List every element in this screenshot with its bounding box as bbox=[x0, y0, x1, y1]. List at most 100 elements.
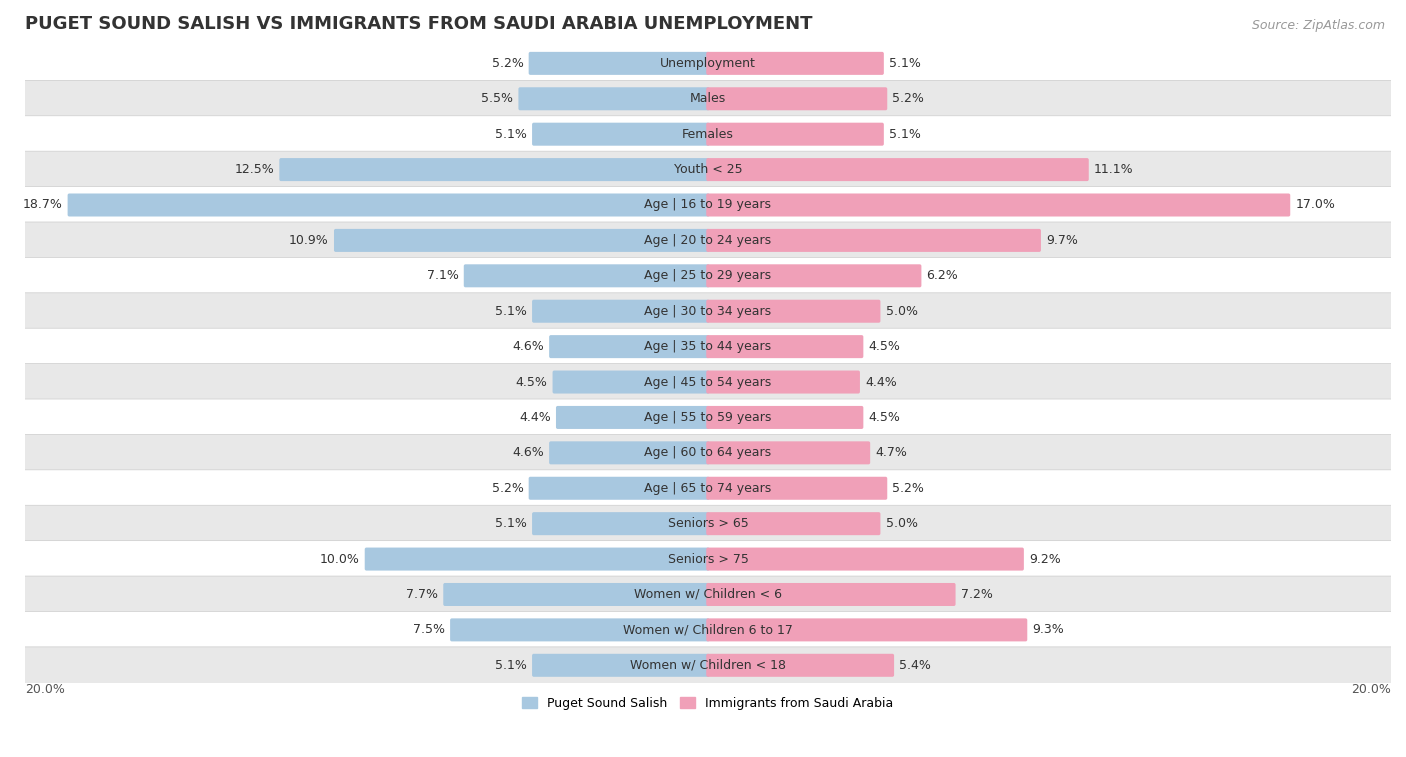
Text: 4.4%: 4.4% bbox=[865, 375, 897, 388]
Text: 4.5%: 4.5% bbox=[869, 340, 900, 353]
Text: Age | 60 to 64 years: Age | 60 to 64 years bbox=[644, 447, 772, 459]
FancyBboxPatch shape bbox=[24, 186, 1392, 223]
Text: 20.0%: 20.0% bbox=[25, 683, 65, 696]
FancyBboxPatch shape bbox=[706, 512, 880, 535]
FancyBboxPatch shape bbox=[706, 158, 1088, 181]
Text: 5.1%: 5.1% bbox=[495, 517, 527, 530]
Text: 10.9%: 10.9% bbox=[290, 234, 329, 247]
FancyBboxPatch shape bbox=[706, 477, 887, 500]
FancyBboxPatch shape bbox=[531, 654, 710, 677]
Text: 5.1%: 5.1% bbox=[495, 128, 527, 141]
FancyBboxPatch shape bbox=[555, 406, 710, 429]
Text: Age | 25 to 29 years: Age | 25 to 29 years bbox=[644, 269, 772, 282]
Text: Age | 35 to 44 years: Age | 35 to 44 years bbox=[644, 340, 772, 353]
Text: 5.0%: 5.0% bbox=[886, 517, 918, 530]
FancyBboxPatch shape bbox=[24, 435, 1392, 472]
Text: 5.5%: 5.5% bbox=[481, 92, 513, 105]
FancyBboxPatch shape bbox=[280, 158, 710, 181]
Text: 5.1%: 5.1% bbox=[889, 57, 921, 70]
FancyBboxPatch shape bbox=[706, 123, 884, 145]
FancyBboxPatch shape bbox=[443, 583, 710, 606]
FancyBboxPatch shape bbox=[24, 576, 1392, 613]
Text: 4.6%: 4.6% bbox=[512, 340, 544, 353]
Text: Seniors > 65: Seniors > 65 bbox=[668, 517, 748, 530]
Text: 7.1%: 7.1% bbox=[427, 269, 458, 282]
Text: 5.1%: 5.1% bbox=[889, 128, 921, 141]
Text: 5.2%: 5.2% bbox=[893, 481, 924, 495]
Text: 4.7%: 4.7% bbox=[876, 447, 907, 459]
Text: Age | 45 to 54 years: Age | 45 to 54 years bbox=[644, 375, 772, 388]
FancyBboxPatch shape bbox=[706, 441, 870, 464]
Text: Unemployment: Unemployment bbox=[659, 57, 756, 70]
FancyBboxPatch shape bbox=[706, 547, 1024, 571]
FancyBboxPatch shape bbox=[706, 583, 956, 606]
Text: Age | 16 to 19 years: Age | 16 to 19 years bbox=[644, 198, 772, 211]
FancyBboxPatch shape bbox=[24, 363, 1392, 400]
Text: 6.2%: 6.2% bbox=[927, 269, 959, 282]
Text: Women w/ Children < 6: Women w/ Children < 6 bbox=[634, 588, 782, 601]
FancyBboxPatch shape bbox=[553, 370, 710, 394]
Text: 4.5%: 4.5% bbox=[516, 375, 547, 388]
FancyBboxPatch shape bbox=[364, 547, 710, 571]
FancyBboxPatch shape bbox=[24, 505, 1392, 542]
FancyBboxPatch shape bbox=[706, 300, 880, 322]
FancyBboxPatch shape bbox=[706, 87, 887, 111]
FancyBboxPatch shape bbox=[531, 300, 710, 322]
Text: Age | 30 to 34 years: Age | 30 to 34 years bbox=[644, 305, 772, 318]
Text: 5.0%: 5.0% bbox=[886, 305, 918, 318]
Text: 7.2%: 7.2% bbox=[960, 588, 993, 601]
FancyBboxPatch shape bbox=[706, 335, 863, 358]
Text: 11.1%: 11.1% bbox=[1094, 163, 1133, 176]
Text: 4.5%: 4.5% bbox=[869, 411, 900, 424]
FancyBboxPatch shape bbox=[531, 512, 710, 535]
Text: Females: Females bbox=[682, 128, 734, 141]
Text: 9.2%: 9.2% bbox=[1029, 553, 1060, 565]
Text: 9.7%: 9.7% bbox=[1046, 234, 1078, 247]
FancyBboxPatch shape bbox=[706, 264, 921, 288]
FancyBboxPatch shape bbox=[464, 264, 710, 288]
Text: Age | 20 to 24 years: Age | 20 to 24 years bbox=[644, 234, 772, 247]
FancyBboxPatch shape bbox=[706, 194, 1291, 217]
FancyBboxPatch shape bbox=[24, 45, 1392, 82]
FancyBboxPatch shape bbox=[24, 257, 1392, 294]
Text: 5.2%: 5.2% bbox=[492, 481, 523, 495]
Text: 5.2%: 5.2% bbox=[893, 92, 924, 105]
FancyBboxPatch shape bbox=[24, 470, 1392, 506]
FancyBboxPatch shape bbox=[335, 229, 710, 252]
FancyBboxPatch shape bbox=[450, 618, 710, 641]
FancyBboxPatch shape bbox=[529, 477, 710, 500]
Text: 20.0%: 20.0% bbox=[1351, 683, 1391, 696]
Text: 5.2%: 5.2% bbox=[492, 57, 523, 70]
FancyBboxPatch shape bbox=[706, 229, 1040, 252]
FancyBboxPatch shape bbox=[24, 329, 1392, 365]
FancyBboxPatch shape bbox=[24, 222, 1392, 259]
Text: Source: ZipAtlas.com: Source: ZipAtlas.com bbox=[1251, 19, 1385, 32]
FancyBboxPatch shape bbox=[67, 194, 710, 217]
Text: Women w/ Children < 18: Women w/ Children < 18 bbox=[630, 659, 786, 671]
Text: 9.3%: 9.3% bbox=[1032, 623, 1064, 637]
FancyBboxPatch shape bbox=[706, 370, 860, 394]
FancyBboxPatch shape bbox=[24, 151, 1392, 188]
FancyBboxPatch shape bbox=[24, 647, 1392, 684]
FancyBboxPatch shape bbox=[706, 406, 863, 429]
Text: 4.6%: 4.6% bbox=[512, 447, 544, 459]
Text: Age | 65 to 74 years: Age | 65 to 74 years bbox=[644, 481, 772, 495]
FancyBboxPatch shape bbox=[24, 80, 1392, 117]
Legend: Puget Sound Salish, Immigrants from Saudi Arabia: Puget Sound Salish, Immigrants from Saud… bbox=[517, 692, 898, 715]
FancyBboxPatch shape bbox=[24, 293, 1392, 329]
Text: 5.1%: 5.1% bbox=[495, 305, 527, 318]
FancyBboxPatch shape bbox=[529, 52, 710, 75]
Text: 5.4%: 5.4% bbox=[900, 659, 931, 671]
FancyBboxPatch shape bbox=[24, 540, 1392, 578]
Text: 7.5%: 7.5% bbox=[413, 623, 444, 637]
Text: PUGET SOUND SALISH VS IMMIGRANTS FROM SAUDI ARABIA UNEMPLOYMENT: PUGET SOUND SALISH VS IMMIGRANTS FROM SA… bbox=[25, 15, 813, 33]
Text: Seniors > 75: Seniors > 75 bbox=[668, 553, 748, 565]
Text: 10.0%: 10.0% bbox=[319, 553, 360, 565]
Text: Age | 55 to 59 years: Age | 55 to 59 years bbox=[644, 411, 772, 424]
Text: Women w/ Children 6 to 17: Women w/ Children 6 to 17 bbox=[623, 623, 793, 637]
FancyBboxPatch shape bbox=[24, 399, 1392, 436]
FancyBboxPatch shape bbox=[550, 441, 710, 464]
Text: 12.5%: 12.5% bbox=[235, 163, 274, 176]
FancyBboxPatch shape bbox=[706, 654, 894, 677]
Text: 7.7%: 7.7% bbox=[406, 588, 439, 601]
